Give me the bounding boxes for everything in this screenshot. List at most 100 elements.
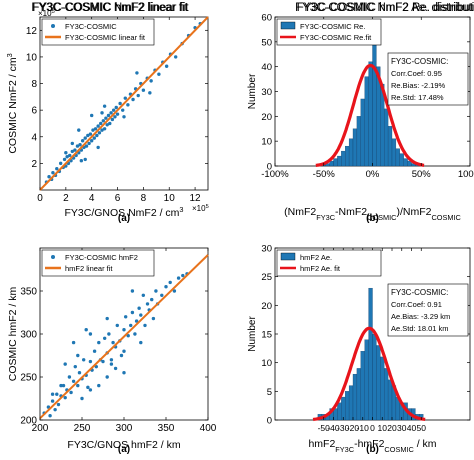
data-point bbox=[91, 128, 95, 132]
hist-bar bbox=[372, 39, 377, 167]
hist-bar bbox=[348, 138, 354, 167]
data-point bbox=[77, 128, 81, 132]
panel-nmf2-linear-fit: FY3C-COSMIC NmF2 linear fit 0 2 4 6 8 10 12 2 4 6 8… bbox=[5, 2, 209, 224]
stats-line: FY3C-COSMIC: bbox=[391, 57, 448, 66]
panel-label: (b) bbox=[366, 213, 379, 224]
x-tick-label: 40 bbox=[407, 423, 417, 433]
x-tick-label: 0% bbox=[366, 169, 380, 180]
data-point bbox=[58, 161, 63, 166]
y-tick-label: 0 bbox=[267, 162, 272, 173]
data-point bbox=[122, 349, 126, 353]
data-point bbox=[172, 289, 177, 293]
data-point bbox=[145, 302, 150, 306]
data-point bbox=[141, 88, 146, 92]
x-tick-label: 2 bbox=[63, 193, 69, 204]
data-point bbox=[64, 151, 68, 155]
data-point bbox=[106, 113, 111, 118]
data-point bbox=[79, 159, 84, 163]
data-point bbox=[133, 332, 137, 336]
hist-bar bbox=[395, 148, 400, 167]
hist-bar bbox=[356, 368, 361, 421]
x-exponent-label: ×105 bbox=[192, 204, 209, 213]
y-tick-label: 250 bbox=[20, 373, 37, 384]
stats-line: Ae.Std: 18.01 km bbox=[391, 324, 449, 333]
data-point bbox=[143, 323, 147, 328]
data-point bbox=[110, 117, 115, 122]
data-point bbox=[102, 104, 107, 108]
data-point bbox=[136, 93, 140, 98]
y-tick-label: 25 bbox=[261, 272, 272, 283]
y-tick-label: 350 bbox=[20, 287, 37, 298]
stats-line: Corr.Coef: 0.95 bbox=[391, 69, 442, 78]
data-point bbox=[113, 366, 118, 371]
data-point bbox=[83, 157, 87, 162]
x-tick-label: 350 bbox=[158, 423, 175, 434]
y-tick-label: 15 bbox=[261, 330, 272, 341]
data-point bbox=[107, 332, 111, 336]
legend-box bbox=[41, 18, 155, 46]
stats-line: Re.Bias: -2.19% bbox=[391, 81, 446, 90]
data-point bbox=[95, 133, 99, 138]
panel-hmf2-linear-fit: FY3C-COSMIC hmF2 linear fit 200 250 300 350 4… bbox=[7, 2, 217, 455]
data-point bbox=[73, 364, 77, 369]
legend-marker bbox=[51, 24, 55, 28]
data-point bbox=[81, 358, 86, 362]
data-point bbox=[50, 392, 55, 396]
hist-bar bbox=[368, 61, 373, 167]
data-point bbox=[84, 328, 88, 332]
data-point bbox=[122, 328, 126, 332]
data-point bbox=[134, 319, 139, 323]
x-tick-label: 400 bbox=[200, 423, 217, 434]
data-point bbox=[78, 143, 82, 147]
data-point bbox=[70, 149, 75, 154]
hist-bar bbox=[384, 108, 389, 167]
data-point bbox=[129, 323, 133, 328]
x-tick-label: 10 bbox=[164, 193, 176, 204]
x-tick-label: -20 bbox=[347, 423, 360, 433]
stats-line: Corr.Coef: 0.91 bbox=[391, 300, 442, 309]
y-tick-label: 6 bbox=[31, 106, 37, 117]
data-point bbox=[139, 313, 143, 317]
y-tick-label: 8 bbox=[31, 79, 37, 90]
panel-label: (b) bbox=[366, 444, 379, 455]
hist-bar bbox=[352, 373, 358, 421]
data-point bbox=[53, 407, 57, 412]
data-point bbox=[181, 273, 185, 278]
hist-bar bbox=[391, 138, 397, 167]
legend-label: hmF2 linear fit bbox=[65, 264, 113, 273]
data-point bbox=[122, 115, 126, 119]
data-point bbox=[93, 127, 98, 131]
data-point bbox=[84, 144, 89, 148]
x-tick-label: 300 bbox=[116, 423, 133, 434]
x-tick-label: 10 bbox=[378, 423, 388, 433]
data-point bbox=[164, 285, 168, 289]
y-tick-label: 60 bbox=[261, 13, 272, 24]
x-tick-label: 50% bbox=[412, 169, 432, 180]
data-point bbox=[173, 55, 178, 59]
data-point bbox=[105, 316, 109, 321]
chart-title: FY3C-COSMIC NmF2 Re. distribution fit bbox=[295, 2, 474, 14]
data-point bbox=[97, 131, 102, 135]
gaussian-fit-curve bbox=[315, 63, 425, 167]
data-point bbox=[55, 167, 59, 171]
legend-label: FY3C-COSMIC Re.fit bbox=[300, 33, 372, 42]
y-tick-label: 200 bbox=[20, 416, 37, 427]
y-exponent-label: ×105 bbox=[38, 9, 55, 18]
hist-bar bbox=[345, 145, 350, 167]
data-point bbox=[126, 103, 130, 107]
hist-bar bbox=[337, 402, 342, 421]
x-tick-label: 0 bbox=[37, 193, 43, 204]
data-point bbox=[73, 148, 77, 152]
y-axis-label: Number bbox=[247, 316, 258, 352]
x-tick-label: 100% bbox=[458, 169, 474, 180]
x-tick-label: 50 bbox=[417, 423, 427, 433]
data-point bbox=[109, 362, 114, 366]
panel-label: (a) bbox=[118, 444, 130, 455]
legend-label: hmF2 Ae. bbox=[300, 253, 332, 262]
data-point bbox=[149, 79, 153, 83]
data-point bbox=[77, 371, 82, 375]
data-point bbox=[63, 362, 67, 366]
hist-bar bbox=[399, 153, 404, 167]
data-point bbox=[70, 141, 75, 146]
x-axis-label: (NmF2FY3C-NmF2COSMIC)/NmF2COSMIC bbox=[284, 206, 461, 222]
